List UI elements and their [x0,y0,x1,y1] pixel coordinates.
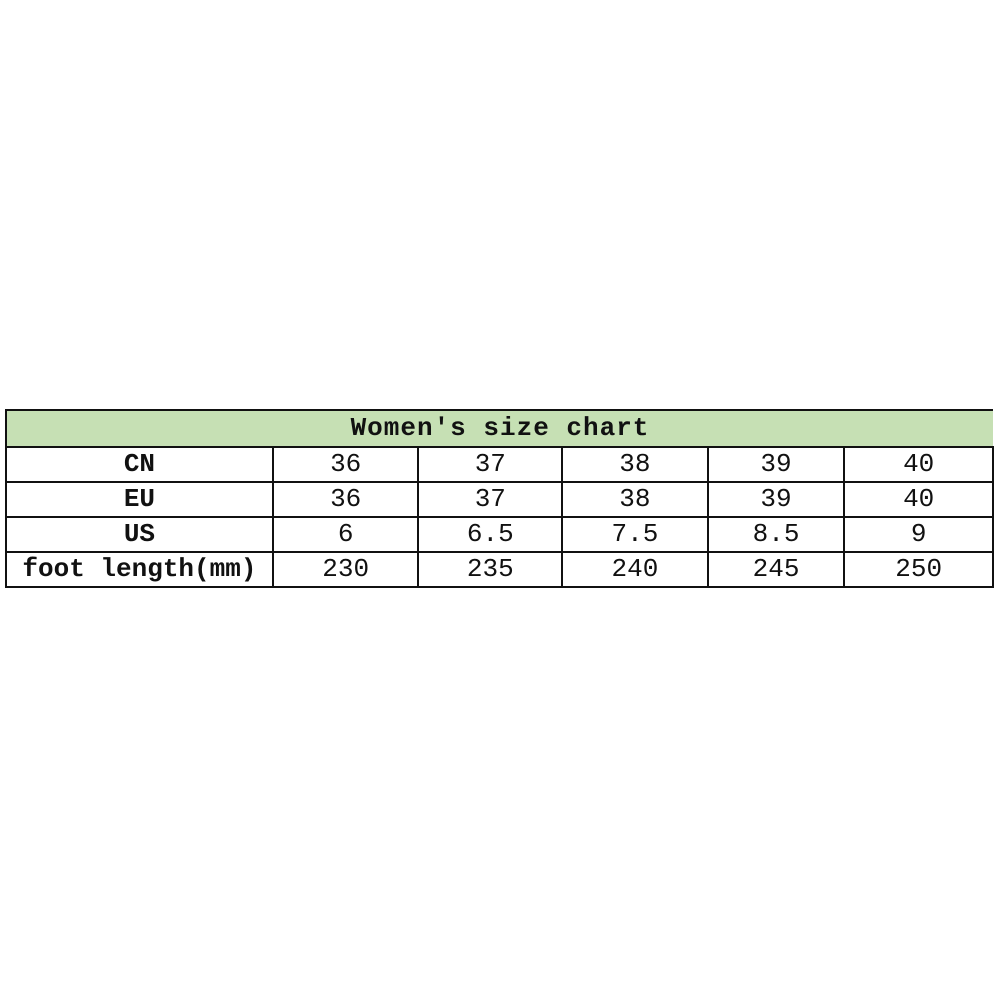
cell: 36 [271,446,420,483]
cell: 245 [706,551,846,588]
table-title: Women's size chart [5,409,993,448]
cell: 8.5 [706,516,846,553]
cell: 9 [843,516,994,553]
cell: 38 [561,481,709,518]
cell: 40 [843,446,994,483]
cell: 235 [417,551,564,588]
cell: 240 [561,551,709,588]
cell: 39 [706,446,846,483]
size-chart-table: Women's size chart CN 36 37 38 39 40 EU … [5,409,994,588]
row-label-foot-length: foot length(mm) [5,551,274,588]
cell: 39 [706,481,846,518]
cell: 36 [271,481,420,518]
cell: 40 [843,481,994,518]
row-label-us: US [5,516,274,553]
row-label-eu: EU [5,481,274,518]
cell: 6.5 [417,516,564,553]
cell: 37 [417,481,564,518]
cell: 6 [271,516,420,553]
cell: 7.5 [561,516,709,553]
cell: 230 [271,551,420,588]
cell: 37 [417,446,564,483]
table-row: foot length(mm) 230 235 240 245 250 [5,551,994,588]
row-label-cn: CN [5,446,274,483]
cell: 38 [561,446,709,483]
cell: 250 [843,551,994,588]
table-row: EU 36 37 38 39 40 [5,481,994,518]
title-row: Women's size chart [5,409,993,448]
table-row: US 6 6.5 7.5 8.5 9 [5,516,994,553]
table-row: CN 36 37 38 39 40 [5,446,994,483]
